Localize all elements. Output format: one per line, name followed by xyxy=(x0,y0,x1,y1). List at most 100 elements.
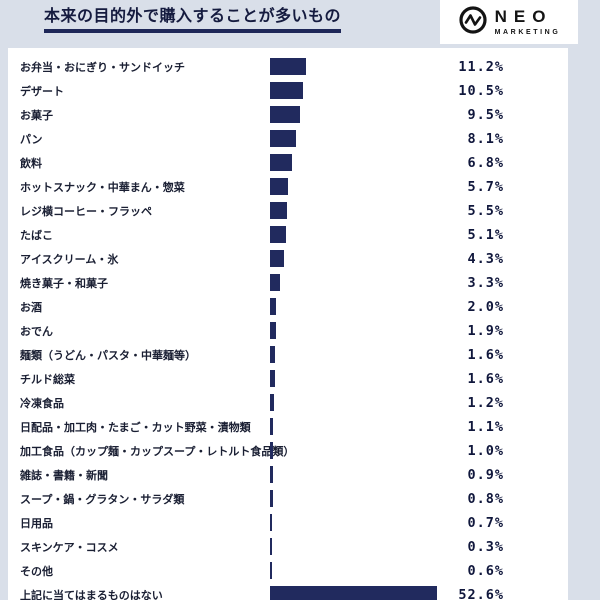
bar xyxy=(270,130,296,147)
value-label: 9.5% xyxy=(467,107,504,123)
chart-row: 日配品・加工肉・たまご・カット野菜・漬物類 1.1% xyxy=(8,415,568,439)
value-label: 8.1% xyxy=(467,131,504,147)
category-label: チルド総菜 xyxy=(20,374,75,386)
category-label: おでん xyxy=(20,326,53,338)
bar xyxy=(270,106,301,123)
bar xyxy=(270,250,284,267)
chart-row: チルド総菜 1.6% xyxy=(8,367,568,391)
chart-row: アイスクリーム・氷 4.3% xyxy=(8,247,568,271)
bar xyxy=(270,466,273,483)
value-label: 10.5% xyxy=(458,83,504,99)
category-label: お弁当・おにぎり・サンドイッチ xyxy=(20,62,185,74)
category-label: 加工食品（カップ麺・カップスープ・レトルト食品類） xyxy=(20,446,295,458)
value-label: 1.2% xyxy=(467,395,504,411)
value-label: 1.6% xyxy=(467,347,504,363)
value-label: 0.3% xyxy=(467,539,504,555)
category-label: アイスクリーム・氷 xyxy=(20,254,119,266)
bar xyxy=(270,274,281,291)
chart-rows: お弁当・おにぎり・サンドイッチ 11.2% デザート 10.5% お菓子 9.5… xyxy=(8,55,568,600)
value-label: 3.3% xyxy=(467,275,504,291)
category-label: その他 xyxy=(20,566,53,578)
chart-row: お酒 2.0% xyxy=(8,295,568,319)
bar xyxy=(270,586,437,600)
chart-row: 麺類（うどん・パスタ・中華麺等） 1.6% xyxy=(8,343,568,367)
chart-row: 日用品 0.7% xyxy=(8,511,568,535)
chart-row: 上記に当てはまるものはない 52.6% xyxy=(8,583,568,600)
category-label: デザート xyxy=(20,86,64,98)
category-label: スープ・鍋・グラタン・サラダ類 xyxy=(20,494,185,506)
bar xyxy=(270,346,276,363)
bar xyxy=(270,490,273,507)
bar xyxy=(270,562,272,579)
bar xyxy=(270,298,277,315)
value-label: 0.6% xyxy=(467,563,504,579)
value-label: 1.0% xyxy=(467,443,504,459)
chart-row: デザート 10.5% xyxy=(8,79,568,103)
pulse-circle-icon xyxy=(458,5,488,40)
logo-name: NEO xyxy=(494,7,553,26)
category-label: ホットスナック・中華まん・惣菜 xyxy=(20,182,185,194)
chart-row: パン 8.1% xyxy=(8,127,568,151)
chart-row: ホットスナック・中華まん・惣菜 5.7% xyxy=(8,175,568,199)
bar xyxy=(270,202,288,219)
chart-row: 焼き菓子・和菓子 3.3% xyxy=(8,271,568,295)
bar xyxy=(270,58,306,75)
page-title: 本来の目的外で購入することが多いもの xyxy=(44,2,342,33)
bar xyxy=(270,514,273,531)
value-label: 5.7% xyxy=(467,179,504,195)
bar xyxy=(270,538,272,555)
value-label: 0.8% xyxy=(467,491,504,507)
logo-text: NEO MARKETING xyxy=(495,8,561,36)
chart-row: お弁当・おにぎり・サンドイッチ 11.2% xyxy=(8,55,568,79)
category-label: 焼き菓子・和菓子 xyxy=(20,278,108,290)
category-label: 飲料 xyxy=(20,158,42,170)
chart-row: 冷凍食品 1.2% xyxy=(8,391,568,415)
bar xyxy=(270,442,274,459)
category-label: 冷凍食品 xyxy=(20,398,64,410)
value-label: 1.9% xyxy=(467,323,504,339)
value-label: 0.9% xyxy=(467,467,504,483)
chart-row: 雑誌・書籍・新聞 0.9% xyxy=(8,463,568,487)
bar xyxy=(270,226,287,243)
bar-chart: お弁当・おにぎり・サンドイッチ 11.2% デザート 10.5% お菓子 9.5… xyxy=(8,48,568,600)
chart-row: 飲料 6.8% xyxy=(8,151,568,175)
chart-row: 加工食品（カップ麺・カップスープ・レトルト食品類） 1.0% xyxy=(8,439,568,463)
value-label: 4.3% xyxy=(467,251,504,267)
category-label: パン xyxy=(20,134,43,146)
category-label: 雑誌・書籍・新聞 xyxy=(20,470,108,482)
chart-row: おでん 1.9% xyxy=(8,319,568,343)
category-label: 上記に当てはまるものはない xyxy=(20,590,163,600)
value-label: 5.1% xyxy=(467,227,504,243)
value-label: 1.1% xyxy=(467,419,504,435)
bar xyxy=(270,154,292,171)
chart-row: たばこ 5.1% xyxy=(8,223,568,247)
bar xyxy=(270,418,274,435)
chart-row: レジ横コーヒー・フラッペ 5.5% xyxy=(8,199,568,223)
value-label: 5.5% xyxy=(467,203,504,219)
bar xyxy=(270,394,274,411)
chart-row: スキンケア・コスメ 0.3% xyxy=(8,535,568,559)
category-label: 日配品・加工肉・たまご・カット野菜・漬物類 xyxy=(20,422,251,434)
value-label: 1.6% xyxy=(467,371,504,387)
bar xyxy=(270,178,289,195)
logo-subtitle: MARKETING xyxy=(494,29,561,36)
bar xyxy=(270,370,276,387)
value-label: 6.8% xyxy=(467,155,504,171)
bar xyxy=(270,322,277,339)
category-label: お菓子 xyxy=(20,110,53,122)
neo-marketing-logo: NEO MARKETING xyxy=(440,0,578,44)
category-label: スキンケア・コスメ xyxy=(20,542,119,554)
bar xyxy=(270,82,304,99)
category-label: 麺類（うどん・パスタ・中華麺等） xyxy=(20,350,196,362)
chart-row: その他 0.6% xyxy=(8,559,568,583)
category-label: たばこ xyxy=(20,230,53,242)
category-label: お酒 xyxy=(20,302,42,314)
value-label: 0.7% xyxy=(467,515,504,531)
value-label: 2.0% xyxy=(467,299,504,315)
category-label: レジ横コーヒー・フラッペ xyxy=(20,206,152,218)
chart-row: お菓子 9.5% xyxy=(8,103,568,127)
value-label: 52.6% xyxy=(458,587,504,600)
value-label: 11.2% xyxy=(458,59,504,75)
category-label: 日用品 xyxy=(20,518,53,530)
